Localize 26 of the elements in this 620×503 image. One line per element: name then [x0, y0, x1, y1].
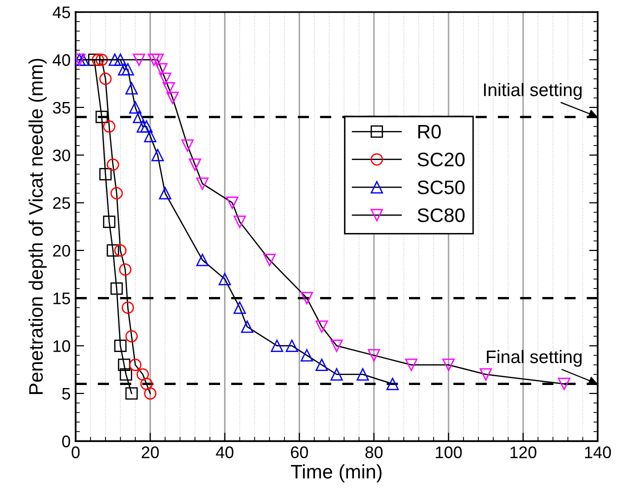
- x-tick-label: 80: [365, 446, 383, 458]
- y-tick-label: 45: [52, 6, 70, 18]
- y-tick-label: 35: [52, 102, 70, 114]
- y-tick-label: 10: [54, 340, 70, 352]
- y-axis-title: Penetration depth of Vicat needle (mm): [28, 58, 47, 394]
- x-tick-label: 100: [436, 446, 462, 458]
- legend-label: SC20: [418, 152, 465, 166]
- x-tick-label: 120: [510, 446, 536, 458]
- x-tick-label: 60: [290, 446, 308, 458]
- legend-label: R0: [418, 124, 441, 139]
- x-tick-label: 140: [585, 446, 611, 458]
- legend-label: SC80: [418, 208, 465, 222]
- y-tick-label: 0: [62, 436, 70, 448]
- annotation: Initial setting: [484, 82, 582, 100]
- annotation: Final setting: [486, 350, 582, 367]
- y-tick-label: 15: [54, 292, 70, 304]
- x-tick-label: 20: [142, 446, 159, 458]
- x-tick-label: 40: [216, 446, 234, 458]
- y-tick-label: 40: [52, 54, 70, 66]
- y-tick-label: 25: [53, 197, 70, 209]
- x-axis-title: Time (min): [291, 464, 382, 482]
- y-tick-label: 5: [62, 388, 70, 400]
- y-tick-label: 20: [53, 244, 70, 257]
- y-tick-label: 30: [52, 149, 70, 162]
- legend-label: SC50: [418, 180, 465, 194]
- x-tick-label: 0: [72, 446, 80, 458]
